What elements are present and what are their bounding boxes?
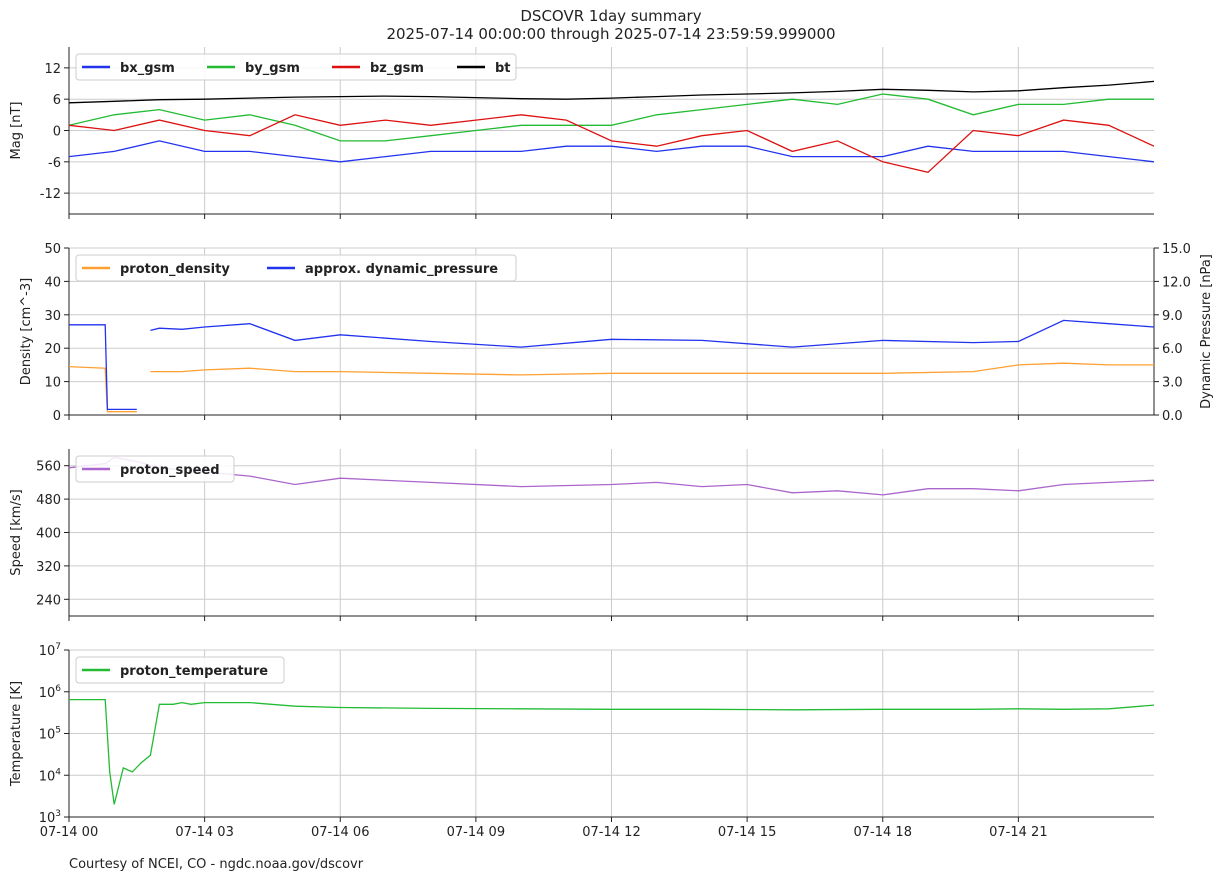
series-line-by-gsm bbox=[69, 93, 1154, 142]
x-tick-label: 07-14 12 bbox=[582, 825, 640, 840]
y-tick-label: 12 bbox=[44, 62, 61, 77]
x-tick-label: 07-14 21 bbox=[989, 825, 1047, 840]
legend-box bbox=[75, 656, 285, 684]
panel-3: 240 320 400 480 560 Speed [km/s] proton_speed bbox=[9, 449, 1154, 621]
y-tick-label: 10 bbox=[44, 376, 61, 391]
y-tick-label: 40 bbox=[44, 275, 61, 290]
y-tick-label: 560 bbox=[36, 460, 61, 475]
x-tick-label: 07-14 18 bbox=[854, 825, 912, 840]
panel-1: -12 -6 0 6 12 Mag [nT] bx_gsm by_gsm bz_gsm bt bbox=[9, 47, 1154, 219]
y-tick-label: 400 bbox=[36, 527, 61, 542]
y-tick-label: 240 bbox=[36, 593, 61, 608]
y-tick-label: 103 bbox=[39, 809, 61, 826]
y-tick-label: 106 bbox=[39, 684, 62, 701]
y-right-tick-label: 3.0 bbox=[1162, 376, 1183, 391]
legend-label: by_gsm bbox=[245, 61, 300, 76]
y-tick-label: -6 bbox=[48, 156, 61, 171]
y-tick-label: 30 bbox=[44, 309, 61, 324]
y-right-tick-label: 0.0 bbox=[1162, 409, 1183, 424]
y-right-axis-label: Dynamic Pressure [nPa] bbox=[1199, 254, 1214, 409]
y-tick-label: -12 bbox=[40, 187, 61, 202]
y-tick-label: 20 bbox=[44, 342, 61, 357]
y-axis-label: Density [cm^-3] bbox=[19, 278, 34, 385]
legend-label: proton_density bbox=[120, 262, 230, 277]
legend-label: bt bbox=[495, 61, 511, 76]
y-tick-label: 50 bbox=[44, 242, 61, 257]
series-line-bx-gsm bbox=[69, 140, 1154, 163]
x-tick-label: 07-14 00 bbox=[40, 825, 98, 840]
series-line-proton-temperature bbox=[69, 698, 1154, 805]
y-tick-label: 107 bbox=[39, 642, 61, 659]
y-tick-label: 104 bbox=[39, 767, 62, 784]
series-line-approx-dynamic-pressure bbox=[69, 319, 1154, 411]
y-axis-label: Mag [nT] bbox=[9, 102, 24, 160]
y-tick-label: 0 bbox=[53, 409, 61, 424]
x-tick-label: 07-14 09 bbox=[447, 825, 505, 840]
y-right-tick-label: 6.0 bbox=[1162, 342, 1183, 357]
legend-label: proton_speed bbox=[120, 463, 220, 478]
series-line-bt bbox=[69, 80, 1154, 104]
x-tick-label: 07-14 15 bbox=[718, 825, 776, 840]
legend-box bbox=[75, 254, 517, 282]
panel-2: 0 10 20 30 40 50 0.0 3.0 6.0 9.0 12.0 15.0 Dynamic P… bbox=[19, 242, 1214, 424]
chart-title-line1: DSCOVR 1day summary bbox=[520, 7, 701, 25]
y-tick-label: 105 bbox=[39, 726, 61, 743]
y-right-tick-label: 15.0 bbox=[1162, 242, 1191, 257]
legend-box bbox=[75, 455, 235, 483]
chart-title-line2: 2025-07-14 00:00:00 through 2025-07-14 2… bbox=[386, 25, 835, 43]
legend-box bbox=[75, 53, 517, 81]
legend-label: approx. dynamic_pressure bbox=[305, 262, 498, 277]
legend-label: proton_temperature bbox=[120, 664, 268, 679]
legend-label: bx_gsm bbox=[120, 61, 175, 76]
panel-4: 07-14 00 07-14 03 07-14 06 07-14 09 07-14 12… bbox=[9, 642, 1154, 840]
x-tick-label: 07-14 03 bbox=[175, 825, 233, 840]
y-tick-label: 0 bbox=[53, 125, 61, 140]
y-axis-label: Speed [km/s] bbox=[9, 489, 24, 575]
series-line-bz-gsm bbox=[69, 114, 1154, 174]
footer-credit: Courtesy of NCEI, CO - ngdc.noaa.gov/dsc… bbox=[69, 857, 364, 872]
legend-label: bz_gsm bbox=[370, 61, 424, 76]
y-tick-label: 320 bbox=[36, 560, 61, 575]
panels: -12 -6 0 6 12 Mag [nT] bx_gsm by_gsm bz_gsm bt 0 10… bbox=[9, 47, 1214, 840]
y-tick-label: 6 bbox=[53, 93, 61, 108]
y-right-tick-label: 12.0 bbox=[1162, 275, 1191, 290]
y-axis-label: Temperature [K] bbox=[9, 681, 24, 787]
y-right-tick-label: 9.0 bbox=[1162, 309, 1183, 324]
x-tick-label: 07-14 06 bbox=[311, 825, 369, 840]
y-tick-label: 480 bbox=[36, 493, 61, 508]
